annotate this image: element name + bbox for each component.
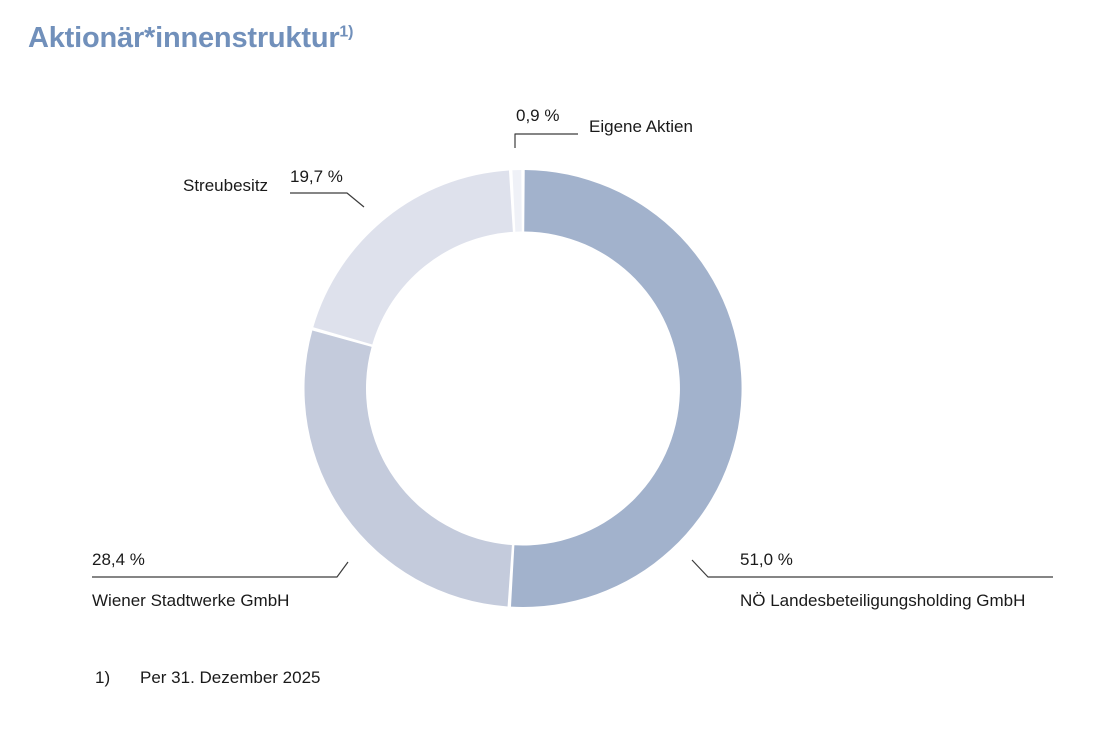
leader-line-eigene-aktien [514, 133, 578, 148]
donut-segment-wiener-stadtwerke [304, 330, 512, 607]
leader-line-streubesitz [290, 192, 365, 208]
segment-label-streubesitz: Streubesitz [183, 176, 269, 195]
donut-segment-streubesitz [313, 170, 513, 345]
page-title: Aktionär*innenstruktur1) [28, 22, 353, 55]
footnote-marker: 1) [95, 668, 111, 687]
title-footnote-marker: 1) [339, 23, 354, 41]
donut-segment-noe-landesbeteiligungsholding [510, 170, 742, 608]
segment-label-wiener-stadtwerke: Wiener Stadtwerke GmbH [92, 591, 290, 610]
segment-value-noe-landesbeteiligungsholding: 51,0 % [740, 550, 793, 569]
footnote-text: Per 31. Dezember 2025 [140, 668, 321, 687]
page-title-text: Aktionär*innenstruktur [28, 22, 340, 54]
segment-value-wiener-stadtwerke: 28,4 % [92, 550, 145, 569]
segment-value-eigene-aktien: 0,9 % [516, 106, 560, 125]
leader-line-wiener-stadtwerke [92, 561, 349, 578]
donut-segments [304, 170, 742, 608]
segment-label-eigene-aktien: Eigene Aktien [589, 117, 693, 136]
segment-value-streubesitz: 19,7 % [290, 167, 343, 186]
segment-label-noe-landesbeteiligungsholding: NÖ Landesbeteiligungsholding GmbH [740, 591, 1026, 610]
leader-line-noe-landesbeteiligungsholding [691, 559, 1053, 578]
leader-lines [92, 133, 1053, 578]
donut-segment-eigene-aktien [512, 170, 522, 232]
